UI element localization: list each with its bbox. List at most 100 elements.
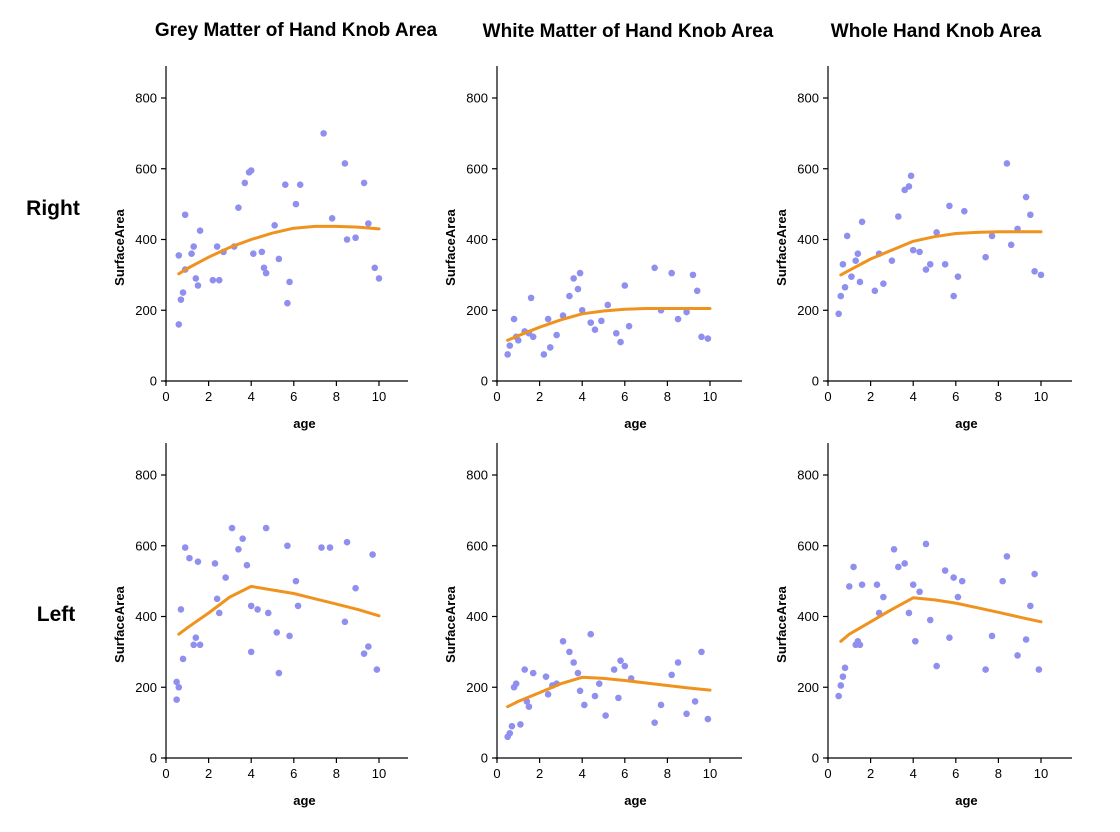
data-point: [916, 248, 923, 256]
data-point: [950, 292, 957, 300]
data-point: [173, 696, 180, 703]
y-axis-label: SurfaceArea: [443, 585, 458, 662]
y-tick-label: 200: [797, 303, 819, 318]
data-point: [926, 616, 934, 624]
data-point: [958, 577, 966, 585]
data-point: [916, 588, 923, 596]
column-title-white-matter: White Matter of Hand Knob Area: [483, 21, 774, 42]
fit-line: [839, 596, 1043, 643]
panel-left-2: 0 200 400 600 800 0 2 4 6 8 10 age SurfaceArea: [443, 443, 742, 808]
data-point: [365, 643, 372, 650]
data-point: [841, 664, 849, 672]
x-tick-label: 0: [162, 766, 169, 781]
data-point: [901, 560, 908, 567]
fit-line: [177, 224, 381, 276]
x-tick-label: 6: [290, 766, 297, 781]
data-point: [570, 275, 577, 282]
y-tick-label: 400: [466, 609, 488, 624]
data-point: [360, 179, 368, 187]
data-point: [668, 671, 675, 679]
data-point: [292, 577, 300, 585]
x-tick-label: 6: [290, 389, 297, 404]
x-tick-label: 0: [824, 389, 831, 404]
data-point: [271, 222, 278, 229]
data-point: [698, 648, 705, 656]
data-point: [504, 351, 511, 358]
data-point: [1027, 602, 1034, 610]
data-point: [581, 701, 588, 709]
data-point: [843, 232, 851, 240]
data-point: [194, 282, 202, 289]
panel-left-1: 0 200 400 600 800 0 2 4 6 8 10 age SurfaceArea: [112, 443, 408, 808]
data-point: [574, 285, 582, 293]
data-point: [988, 232, 996, 240]
y-tick-label: 800: [466, 91, 488, 106]
data-point: [296, 181, 304, 188]
data-point: [610, 666, 618, 673]
column-title-whole-hand-knob: Whole Hand Knob Area: [831, 21, 1042, 42]
x-tick-label: 2: [205, 766, 212, 781]
x-tick-label: 10: [703, 766, 717, 781]
data-point: [529, 669, 537, 677]
data-point: [320, 130, 327, 137]
data-point: [292, 200, 300, 208]
x-tick-label: 10: [1034, 766, 1048, 781]
fit-line: [506, 675, 712, 709]
data-point: [612, 329, 620, 337]
data-point: [625, 322, 633, 330]
data-point: [181, 211, 189, 219]
x-tick-label: 0: [824, 766, 831, 781]
data-point: [894, 213, 902, 220]
data-point: [241, 179, 249, 187]
y-tick-label: 600: [797, 161, 819, 176]
data-point: [1007, 241, 1015, 249]
x-axis-label: age: [293, 793, 315, 808]
data-point: [343, 538, 351, 546]
y-tick-label: 400: [135, 609, 157, 624]
data-point: [595, 680, 603, 688]
data-point: [352, 584, 359, 592]
data-point: [835, 310, 842, 318]
x-axis-label: age: [955, 793, 977, 808]
data-point: [858, 581, 866, 588]
data-point: [961, 207, 968, 215]
x-axis-label: age: [624, 416, 646, 431]
data-point: [1022, 193, 1030, 201]
data-point: [375, 275, 383, 282]
data-point: [515, 337, 522, 344]
y-tick-label: 200: [135, 303, 157, 318]
data-point: [880, 593, 887, 601]
data-point: [544, 315, 552, 323]
panel-right-2: 0 200 400 600 800 0 2 4 6 8 10 age SurfaceArea: [443, 66, 742, 431]
data-point: [510, 315, 518, 323]
data-point: [341, 160, 349, 167]
data-point: [243, 561, 251, 569]
data-point: [553, 331, 560, 339]
data-point: [621, 662, 629, 670]
y-tick-label: 0: [812, 374, 819, 389]
data-point: [1022, 636, 1030, 643]
y-tick-label: 600: [466, 161, 488, 176]
data-point: [254, 606, 261, 613]
x-tick-label: 4: [910, 766, 917, 781]
data-point: [907, 172, 915, 180]
y-tick-label: 200: [135, 680, 157, 695]
data-point: [1031, 268, 1038, 275]
data-point: [848, 273, 855, 280]
y-axis-label: SurfaceArea: [443, 208, 458, 285]
data-point: [247, 648, 255, 656]
fit-line: [839, 230, 1043, 277]
data-point: [188, 250, 195, 257]
data-point: [544, 691, 552, 698]
data-point: [871, 287, 879, 295]
data-point: [215, 609, 223, 617]
x-tick-label: 2: [867, 766, 874, 781]
data-point: [175, 683, 183, 691]
data-point: [617, 657, 624, 665]
x-tick-label: 8: [995, 389, 1002, 404]
data-point: [1027, 211, 1034, 219]
x-tick-label: 8: [333, 389, 340, 404]
data-point: [521, 666, 528, 673]
